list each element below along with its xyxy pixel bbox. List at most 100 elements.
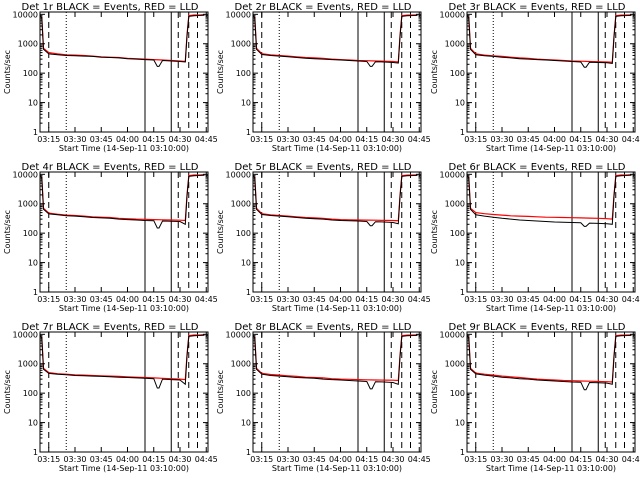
x-axis-label: Start Time (14-Sep-11 03:10:00): [486, 304, 616, 313]
x-tick-label: 04:45: [622, 135, 640, 144]
x-tick-label: 03:30: [63, 135, 86, 144]
x-axis-label: Start Time (14-Sep-11 03:10:00): [272, 144, 402, 153]
y-tick-label: 1: [33, 128, 38, 137]
y-tick-label: 100: [236, 229, 251, 238]
x-tick-label: 03:30: [490, 135, 513, 144]
panel-title: Det 1r BLACK = Events, RED = LLD: [22, 2, 199, 13]
x-tick-label: 03:45: [90, 295, 113, 304]
y-axis-label: Counts/sec: [3, 210, 12, 254]
x-tick-label: 03:15: [464, 455, 487, 464]
x-tick-label: 04:30: [595, 455, 618, 464]
events-series-line: [466, 174, 632, 227]
x-tick-label: 03:30: [276, 455, 299, 464]
events-series-line: [39, 174, 205, 229]
y-tick-label: 1: [33, 448, 38, 457]
x-tick-label: 04:15: [569, 135, 592, 144]
detector-panel: Det 5r BLACK = Events, RED = LLD 1 10 100 10…: [216, 162, 431, 313]
panel-title: Det 5r BLACK = Events, RED = LLD: [235, 162, 412, 173]
y-tick-label: 10000: [13, 330, 38, 339]
x-axis-label: Start Time (14-Sep-11 03:10:00): [59, 464, 189, 473]
y-tick-label: 10: [455, 99, 465, 108]
y-tick-label: 10000: [440, 170, 465, 179]
y-tick-label: 100: [236, 389, 251, 398]
x-tick-label: 03:30: [276, 135, 299, 144]
y-axis-label: Counts/sec: [3, 50, 12, 94]
y-tick-label: 10: [28, 99, 38, 108]
x-axis-label: Start Time (14-Sep-11 03:10:00): [59, 304, 189, 313]
y-tick-label: 100: [23, 229, 38, 238]
events-series-line: [252, 14, 418, 67]
lld-series-line: [39, 174, 205, 222]
y-tick-label: 1000: [445, 40, 465, 49]
x-tick-label: 03:45: [303, 135, 326, 144]
plot-frame: [252, 171, 422, 293]
lld-series-line: [466, 174, 632, 220]
x-axis-label: Start Time (14-Sep-11 03:10:00): [272, 304, 402, 313]
x-tick-label: 03:30: [63, 295, 86, 304]
x-tick-label: 03:30: [276, 295, 299, 304]
x-tick-label: 03:45: [90, 455, 113, 464]
x-tick-label: 03:15: [37, 295, 60, 304]
x-axis-label: Start Time (14-Sep-11 03:10:00): [272, 464, 402, 473]
y-tick-label: 10: [241, 259, 251, 268]
y-tick-label: 10000: [13, 170, 38, 179]
x-tick-label: 04:30: [168, 455, 191, 464]
events-series-line: [39, 334, 205, 389]
y-tick-label: 1: [246, 128, 251, 137]
y-tick-label: 1000: [18, 360, 38, 369]
y-tick-label: 10000: [13, 10, 38, 19]
x-tick-label: 03:15: [250, 455, 273, 464]
x-axis-label: Start Time (14-Sep-11 03:10:00): [486, 144, 616, 153]
x-tick-label: 04:15: [569, 295, 592, 304]
plot-frame: [466, 171, 636, 293]
x-tick-label: 03:15: [464, 295, 487, 304]
x-tick-label: 03:45: [303, 295, 326, 304]
x-tick-label: 03:15: [464, 135, 487, 144]
x-tick-label: 04:30: [595, 135, 618, 144]
detector-panel: Det 8r BLACK = Events, RED = LLD 1 10 100 10…: [216, 322, 431, 473]
y-tick-label: 10: [455, 419, 465, 428]
y-axis-label: Counts/sec: [430, 370, 439, 414]
x-tick-label: 04:45: [408, 295, 431, 304]
x-tick-label: 04:00: [329, 135, 352, 144]
y-tick-label: 100: [450, 229, 465, 238]
detector-panel: Det 4r BLACK = Events, RED = LLD 1 10 100 10…: [3, 162, 218, 313]
x-tick-label: 03:45: [517, 455, 540, 464]
x-tick-label: 04:15: [355, 455, 378, 464]
y-tick-label: 1000: [231, 360, 251, 369]
x-tick-label: 03:30: [63, 455, 86, 464]
events-series-line: [39, 14, 205, 67]
x-tick-label: 03:15: [37, 135, 60, 144]
y-tick-label: 1: [460, 128, 465, 137]
x-tick-label: 04:15: [142, 135, 165, 144]
lld-series-line: [466, 14, 632, 63]
y-axis-label: Counts/sec: [430, 50, 439, 94]
y-axis-label: Counts/sec: [216, 50, 225, 94]
x-tick-label: 04:30: [595, 295, 618, 304]
x-tick-label: 04:00: [543, 455, 566, 464]
x-tick-label: 04:00: [543, 295, 566, 304]
y-tick-label: 1000: [18, 200, 38, 209]
plot-frame: [466, 11, 636, 133]
y-tick-label: 10: [28, 419, 38, 428]
panel-title: Det 2r BLACK = Events, RED = LLD: [235, 2, 412, 13]
y-tick-label: 1000: [231, 40, 251, 49]
x-tick-label: 04:45: [195, 295, 218, 304]
x-tick-label: 04:30: [381, 135, 404, 144]
x-tick-label: 04:15: [355, 295, 378, 304]
y-tick-label: 1: [246, 448, 251, 457]
x-tick-label: 04:45: [622, 295, 640, 304]
y-tick-label: 10000: [226, 330, 251, 339]
x-tick-label: 04:00: [116, 455, 139, 464]
lld-series-line: [39, 14, 205, 63]
lld-series-line: [39, 334, 205, 381]
y-tick-label: 100: [23, 69, 38, 78]
plot-frame: [39, 331, 209, 453]
y-tick-label: 1000: [445, 360, 465, 369]
detector-panel: Det 6r BLACK = Events, RED = LLD 1 10 100 10…: [430, 162, 640, 313]
x-tick-label: 04:15: [142, 295, 165, 304]
panel-title: Det 4r BLACK = Events, RED = LLD: [22, 162, 199, 173]
plot-frame: [252, 331, 422, 453]
y-tick-label: 1000: [18, 40, 38, 49]
